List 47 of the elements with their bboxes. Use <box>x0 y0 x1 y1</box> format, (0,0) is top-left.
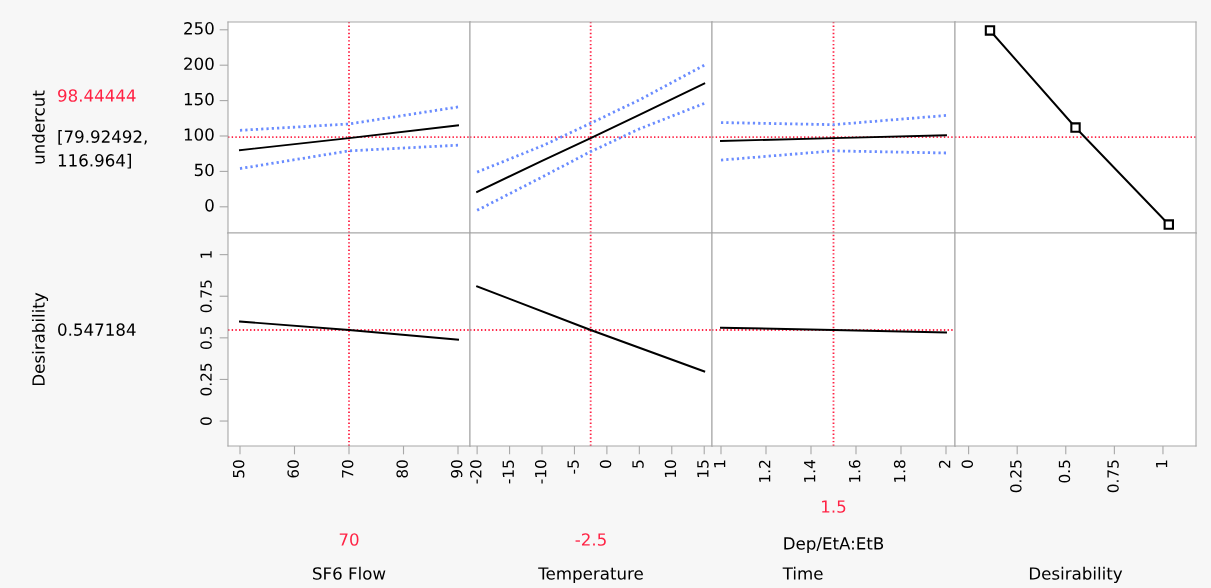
x-axis-title: SF6 Flow <box>313 566 386 580</box>
x-tick-label: 60 <box>287 460 299 478</box>
x-tick-label: 0.25 <box>1010 460 1022 493</box>
ref-line-label: 98.44444 <box>58 89 136 102</box>
x-axis-title: Desirability <box>1029 566 1123 583</box>
x-tick-label: 80 <box>396 460 408 478</box>
y-tick-label: 0.5 <box>200 327 212 349</box>
x-tick-label: 0 <box>961 460 974 468</box>
x-tick-label: -15 <box>502 460 515 484</box>
y-tick-label: 1 <box>200 251 212 258</box>
y-tick-label: 0 <box>200 417 212 425</box>
x-tick-label: 70 <box>341 460 354 478</box>
y-tick-label: 0.75 <box>200 280 212 313</box>
y-tick-label: 150 <box>184 92 214 106</box>
x-tick-label: 1 <box>1156 460 1168 468</box>
y-tick-label: 50 <box>194 163 214 177</box>
x-tick-label: 5 <box>632 460 644 468</box>
x-tick-label: 0.5 <box>1058 460 1071 483</box>
ref-line-label: 70 <box>339 533 359 546</box>
x-tick-label: 2 <box>938 460 951 468</box>
x-tick-label: 1.6 <box>848 460 861 482</box>
text: [79.92492, 116.964] <box>58 130 147 169</box>
ref-line-label: 1.5 <box>822 500 846 513</box>
y-tick-label: 250 <box>184 22 214 35</box>
y-tick-label: 200 <box>184 57 214 71</box>
x-tick-label: 10 <box>664 460 677 477</box>
x-axis-title: Temperature <box>538 567 643 583</box>
x-tick-label: 1 <box>714 460 726 468</box>
x-tick-label: 0.75 <box>1107 460 1119 493</box>
x-tick-label: 15 <box>697 460 709 477</box>
x-tick-label: -20 <box>470 460 482 484</box>
x-tick-label: -10 <box>534 460 547 484</box>
x-tick-label: 1.8 <box>893 460 906 482</box>
ref-line-label: -2.5 <box>575 533 606 546</box>
y-tick-label: 0.25 <box>200 363 212 396</box>
x-tick-label: 0 <box>599 460 612 468</box>
x-tick-label: -5 <box>567 460 579 474</box>
x-tick-label: 90 <box>450 460 463 478</box>
y-tick-label: 0 <box>205 199 214 212</box>
x-tick-label: 1.4 <box>804 460 816 482</box>
x-tick-label: 50 <box>232 460 245 478</box>
y-axis-title: undercut <box>31 90 45 164</box>
x-tick-label: 1.2 <box>758 460 771 482</box>
y-tick-label: 100 <box>184 128 214 141</box>
y-axis-title: Desirability <box>31 292 49 386</box>
x-axis-title: Dep/EtA:EtB Time <box>782 537 884 580</box>
text: 0.547184 <box>58 323 136 336</box>
